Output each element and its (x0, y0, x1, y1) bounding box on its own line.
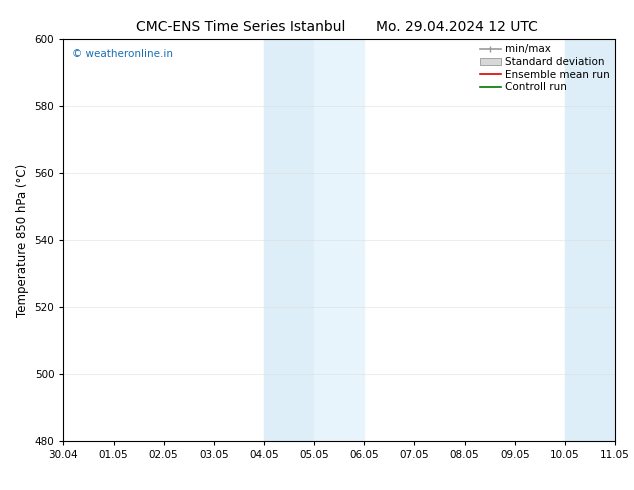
Bar (615, 39, 634, 441)
Y-axis label: Temperature 850 hPa (°C): Temperature 850 hPa (°C) (16, 164, 29, 317)
Legend: min/max, Standard deviation, Ensemble mean run, Controll run: min/max, Standard deviation, Ensemble me… (478, 42, 612, 94)
Text: CMC-ENS Time Series Istanbul: CMC-ENS Time Series Istanbul (136, 20, 346, 34)
Bar (264, 39, 314, 441)
Bar (314, 39, 365, 441)
Bar (565, 39, 615, 441)
Text: Mo. 29.04.2024 12 UTC: Mo. 29.04.2024 12 UTC (375, 20, 538, 34)
Text: © weatheronline.in: © weatheronline.in (72, 49, 172, 59)
